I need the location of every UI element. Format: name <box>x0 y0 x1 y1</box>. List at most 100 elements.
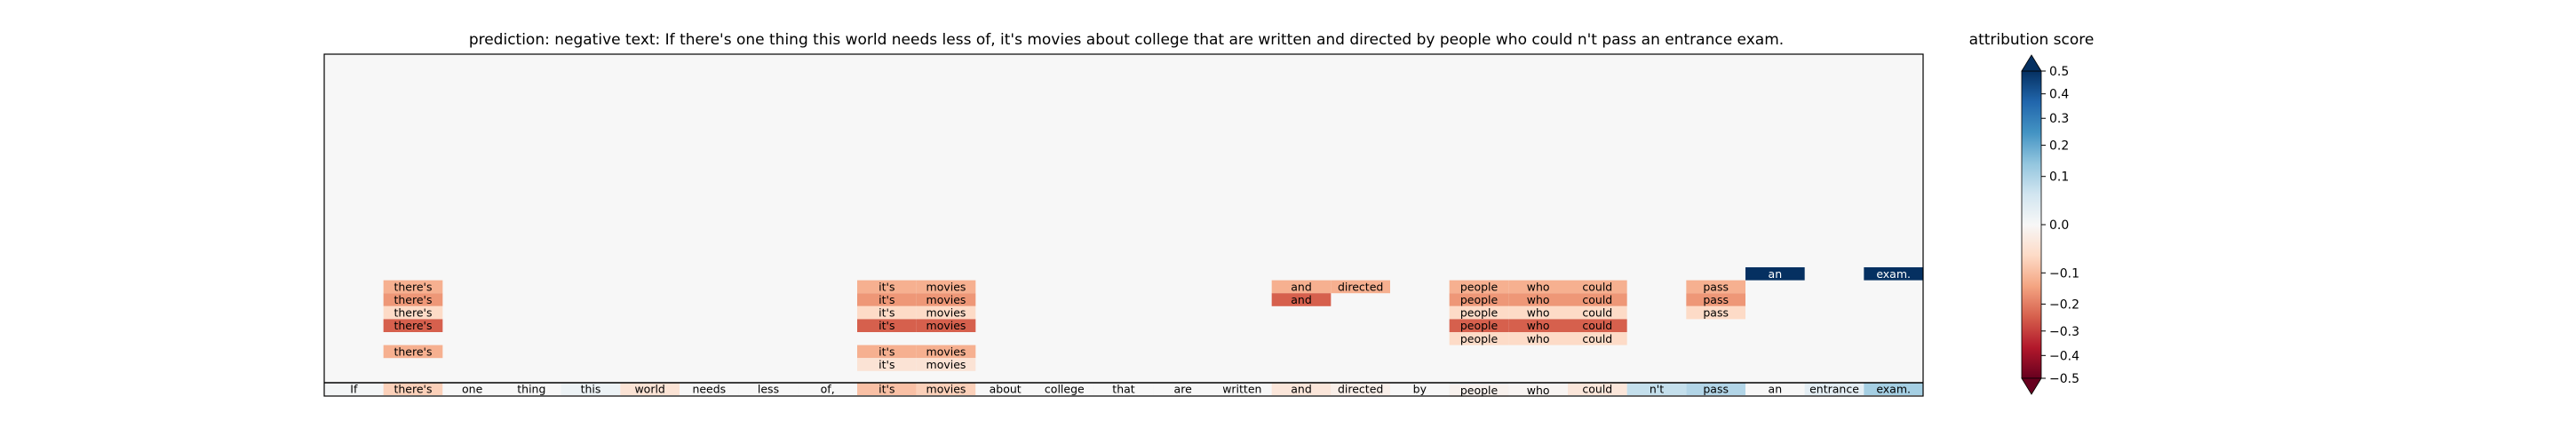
attribution-cell-label: there's <box>394 280 432 293</box>
base-token-cell-label: are <box>1174 383 1193 396</box>
attribution-cell-rect <box>1449 305 1509 320</box>
base-token-cell-rect <box>1804 383 1864 395</box>
attribution-cell-label: movies <box>926 319 966 332</box>
attribution-cell-label: could <box>1582 306 1612 320</box>
attribution-cell-rect <box>1331 280 1390 294</box>
attribution-cell-rect <box>857 293 917 306</box>
attribution-cell-rect <box>857 345 917 359</box>
attribution-cell-label: it's <box>879 280 894 293</box>
base-token-cell-label: needs <box>692 383 726 396</box>
base-token-cell-label: of, <box>821 383 835 396</box>
attribution-cell-label: movies <box>926 345 966 358</box>
attribution-cell-label: there's <box>394 293 432 306</box>
base-token-cell-label: If <box>350 383 358 396</box>
attribution-cell-rect <box>383 345 443 359</box>
base-token-cell-label: it's <box>879 383 894 396</box>
base-token-cell-rect <box>1035 383 1094 395</box>
base-token-cell-label: written <box>1222 383 1261 396</box>
attribution-cell-rect <box>1686 305 1745 320</box>
attribution-cell-rect <box>1449 293 1509 306</box>
attribution-cell-label: could <box>1582 332 1612 345</box>
attribution-cell-rect <box>1568 280 1627 294</box>
attribution-cell-label: movies <box>926 293 966 306</box>
attribution-cell-label: it's <box>879 306 894 320</box>
base-token-cell-label: there's <box>394 383 432 396</box>
attribution-cell-rect <box>1568 293 1627 306</box>
plot-area <box>324 54 1923 396</box>
attribution-cell-rect <box>916 280 976 294</box>
base-token-cell-rect <box>1686 383 1745 395</box>
base-token-cell-label: this <box>581 383 601 396</box>
colorbar-extend-max <box>2021 54 2042 72</box>
base-token-cell-label: that <box>1112 383 1134 396</box>
attribution-cell-rect <box>1508 384 1568 397</box>
colorbar-tick-label: 0.2 <box>2049 139 2069 154</box>
attribution-cell-rect <box>1686 293 1745 306</box>
attribution-cell-rect <box>1271 280 1332 294</box>
colorbar: 0.5 0.4 0.3 0.2 0.1 0.0 −0.1 −0.2 −0.3 −0.4 −0.5 <box>2021 54 2079 395</box>
attribution-cell-rect <box>1508 319 1568 332</box>
attribution-cell-label: who <box>1527 306 1550 320</box>
base-token-cell-label: n't <box>1650 383 1664 396</box>
attribution-cell-label: people <box>1460 280 1499 293</box>
attribution-cell-label: it's <box>879 319 894 332</box>
attribution-cell-rect <box>857 319 917 332</box>
attribution-cell-label: people <box>1460 332 1499 345</box>
base-token-cell-rect <box>1331 383 1390 395</box>
attribution-cell-rect <box>1508 280 1568 294</box>
colorbar-tick-label: 0.0 <box>2049 218 2069 233</box>
attribution-cell-label: pass <box>1703 293 1729 306</box>
heatmap-cells: If there's one thing this world needs less of, it… <box>324 267 1923 397</box>
base-token-cell-rect <box>1626 383 1687 395</box>
base-token-cell-rect <box>1745 383 1805 395</box>
base-token-cell-rect <box>1390 383 1450 395</box>
base-token-cell-rect <box>857 383 917 395</box>
base-token-cell-label: about <box>990 383 1022 396</box>
base-token-cell-label: thing <box>517 383 545 396</box>
attribution-cell-rect <box>1449 332 1509 345</box>
attribution-cell-rect <box>857 280 917 294</box>
base-token-cell-rect <box>1093 383 1154 395</box>
attribution-cell-rect <box>383 319 443 332</box>
base-token-cell-label: an <box>1769 383 1783 396</box>
attribution-cell-rect <box>916 319 976 332</box>
attribution-cell-label: an <box>1769 267 1783 281</box>
attribution-cell-label: exam. <box>1876 267 1911 281</box>
base-token-cell-rect <box>798 383 857 395</box>
attribution-cell-rect <box>916 293 976 306</box>
base-token-cell-rect <box>916 383 976 395</box>
base-token-cell-rect <box>324 383 384 395</box>
base-token-cell-label: less <box>758 383 779 396</box>
attribution-cell-label: could <box>1582 293 1612 306</box>
chart-title: prediction: negative text: If there's on… <box>469 31 1784 49</box>
colorbar-extend-min <box>2021 377 2042 395</box>
attribution-cell-label: who <box>1527 319 1550 332</box>
attribution-cell-rect <box>1568 319 1627 332</box>
attribution-cell-label: movies <box>926 358 966 371</box>
colorbar-tick-label: 0.3 <box>2049 112 2069 126</box>
colorbar-tick-label: −0.3 <box>2049 325 2079 339</box>
attribution-cell-rect <box>1508 293 1568 306</box>
attribution-cell-label: it's <box>879 345 894 358</box>
attribution-cell-rect <box>383 280 443 294</box>
attribution-cell-label: and <box>1291 293 1312 306</box>
colorbar-tick-label: −0.1 <box>2049 266 2079 281</box>
attribution-cell-label: there's <box>394 319 432 332</box>
attribution-cell-rect <box>1508 332 1568 345</box>
colorbar-tick-label: −0.2 <box>2049 297 2079 312</box>
base-token-cell-label: world <box>634 383 664 396</box>
base-token-cell-rect <box>442 383 502 395</box>
base-token-cell-label: college <box>1045 383 1085 396</box>
attribution-cell-rect <box>383 293 443 306</box>
base-token-cell-rect <box>1864 383 1923 395</box>
plot-frame <box>323 53 1924 397</box>
base-token-cell-rect <box>1271 383 1332 395</box>
attribution-cell-label: people <box>1460 319 1499 332</box>
attribution-cell-rect <box>383 305 443 320</box>
attribution-cell-rect <box>916 345 976 359</box>
attribution-cell-rect <box>1686 280 1745 294</box>
attribution-cell-label: movies <box>926 280 966 293</box>
attribution-cell-rect <box>1745 267 1805 281</box>
base-token-cell-label: one <box>462 383 483 396</box>
